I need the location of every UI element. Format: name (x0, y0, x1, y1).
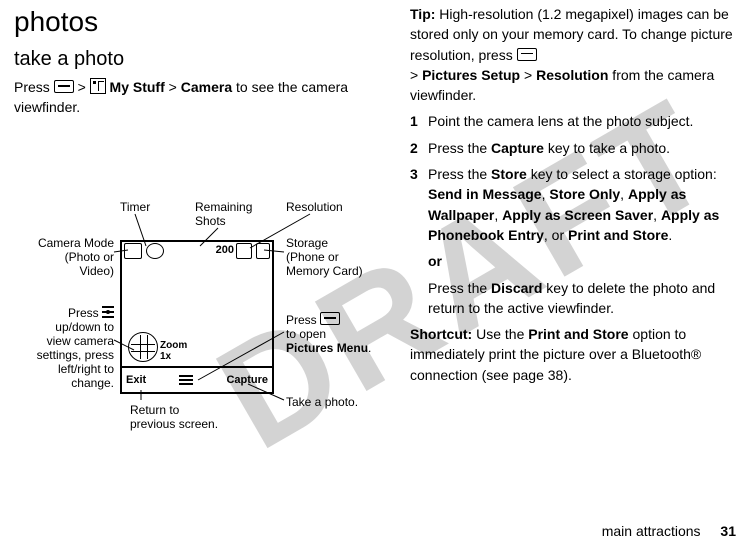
callout-remaining-shots: RemainingShots (195, 200, 252, 228)
camera-viewfinder: 200 Zoom 1x Exit Capture (120, 240, 274, 394)
viewfinder-status-bar: 200 (122, 240, 272, 260)
pictures-menu-label: Pictures Menu (286, 341, 368, 355)
text: > (74, 79, 90, 95)
text: Press (68, 306, 102, 320)
option: Store Only (549, 186, 620, 202)
step-number: 1 (410, 111, 428, 131)
or-label: or (428, 253, 442, 269)
callout-take-photo: Take a photo. (286, 395, 358, 409)
softkey-menu-icon (179, 375, 193, 385)
camera-mode-icon (124, 243, 142, 259)
remaining-shots-value: 200 (216, 244, 234, 256)
text: Press the (428, 140, 491, 156)
step-body: or (428, 251, 728, 271)
menu-key-icon (517, 48, 537, 61)
heading-take-a-photo: take a photo (14, 48, 374, 71)
capture-key-label: Capture (491, 140, 544, 156)
callout-camera-mode: Camera Mode(Photo orVideo) (2, 236, 114, 278)
section-name: main attractions (602, 523, 701, 539)
step-body: Press the Capture key to take a photo. (428, 138, 728, 158)
text: Press (286, 313, 320, 327)
step-number: 3 (410, 164, 428, 184)
menu-key-icon (320, 312, 340, 325)
text: key to take a photo. (544, 140, 670, 156)
print-and-store-label: Print and Store (528, 326, 628, 342)
step-number: 2 (410, 138, 428, 158)
callout-press-menu: Press to openPictures Menu. (286, 312, 371, 355)
softkey-capture: Capture (226, 374, 268, 386)
store-key-label: Store (491, 166, 527, 182)
option: Apply as Screen Saver (502, 207, 653, 223)
page-number: 31 (720, 523, 736, 539)
tip-label: Tip: (410, 6, 435, 22)
tip-paragraph: Tip: High-resolution (1.2 megapixel) ima… (410, 4, 740, 105)
callout-resolution: Resolution (286, 200, 343, 214)
zoom-indicator: Zoom 1x (160, 340, 187, 362)
callout-press-s: Press up/down toview camerasettings, pre… (2, 306, 114, 390)
text: > (520, 67, 536, 83)
nav-key-icon (102, 306, 114, 318)
text: RemainingShots (195, 200, 252, 228)
camera-label: Camera (181, 79, 232, 95)
text: Press (14, 79, 54, 95)
timer-icon (146, 243, 164, 259)
shortcut-paragraph: Shortcut: Use the Print and Store option… (410, 324, 740, 385)
left-column: photos take a photo Press > My Stuff > C… (14, 0, 374, 122)
intro-paragraph: Press > My Stuff > Camera to see the cam… (14, 77, 374, 118)
option: Send in Message (428, 186, 542, 202)
shortcut-label: Shortcut: (410, 326, 472, 342)
step-1: 1Point the camera lens at the photo subj… (410, 111, 740, 131)
text: Press the (428, 166, 491, 182)
step-3: 3Press the Store key to select a storage… (410, 164, 740, 245)
zoom-value: 1x (160, 351, 171, 362)
text: to open (286, 327, 326, 341)
text: Press the (428, 280, 491, 296)
step-3b: Press the Discard key to delete the phot… (410, 278, 740, 319)
resolution-label: Resolution (536, 67, 608, 83)
zoom-label: Zoom (160, 340, 187, 351)
softkey-exit: Exit (126, 374, 146, 386)
pictures-setup-label: Pictures Setup (422, 67, 520, 83)
step-3-or: or (410, 251, 740, 271)
text: , or (544, 227, 568, 243)
menu-key-icon (54, 80, 74, 93)
text: Use the (472, 326, 528, 342)
text: key to select a storage option: (527, 166, 717, 182)
step-2: 2Press the Capture key to take a photo. (410, 138, 740, 158)
step-body: Press the Store key to select a storage … (428, 164, 728, 245)
text: > (165, 79, 181, 95)
viewfinder-softkeys: Exit Capture (122, 366, 272, 392)
mystuff-icon (90, 78, 106, 94)
option: Print and Store (568, 227, 668, 243)
page-footer: main attractions 31 (602, 523, 736, 539)
text: > (410, 67, 422, 83)
joystick-icon (128, 332, 158, 362)
callout-storage: Storage(Phone orMemory Card) (286, 236, 363, 278)
storage-icon (256, 243, 270, 259)
callout-return: Return toprevious screen. (130, 403, 218, 431)
heading-photos: photos (14, 6, 374, 38)
my-stuff-label: My Stuff (110, 79, 165, 95)
right-column: Tip: High-resolution (1.2 megapixel) ima… (410, 0, 740, 389)
step-body: Press the Discard key to delete the phot… (428, 278, 728, 319)
step-body: Point the camera lens at the photo subje… (428, 111, 728, 131)
discard-key-label: Discard (491, 280, 542, 296)
callout-timer: Timer (120, 200, 150, 214)
text: High-resolution (1.2 megapixel) images c… (410, 6, 733, 63)
resolution-icon (236, 243, 252, 259)
